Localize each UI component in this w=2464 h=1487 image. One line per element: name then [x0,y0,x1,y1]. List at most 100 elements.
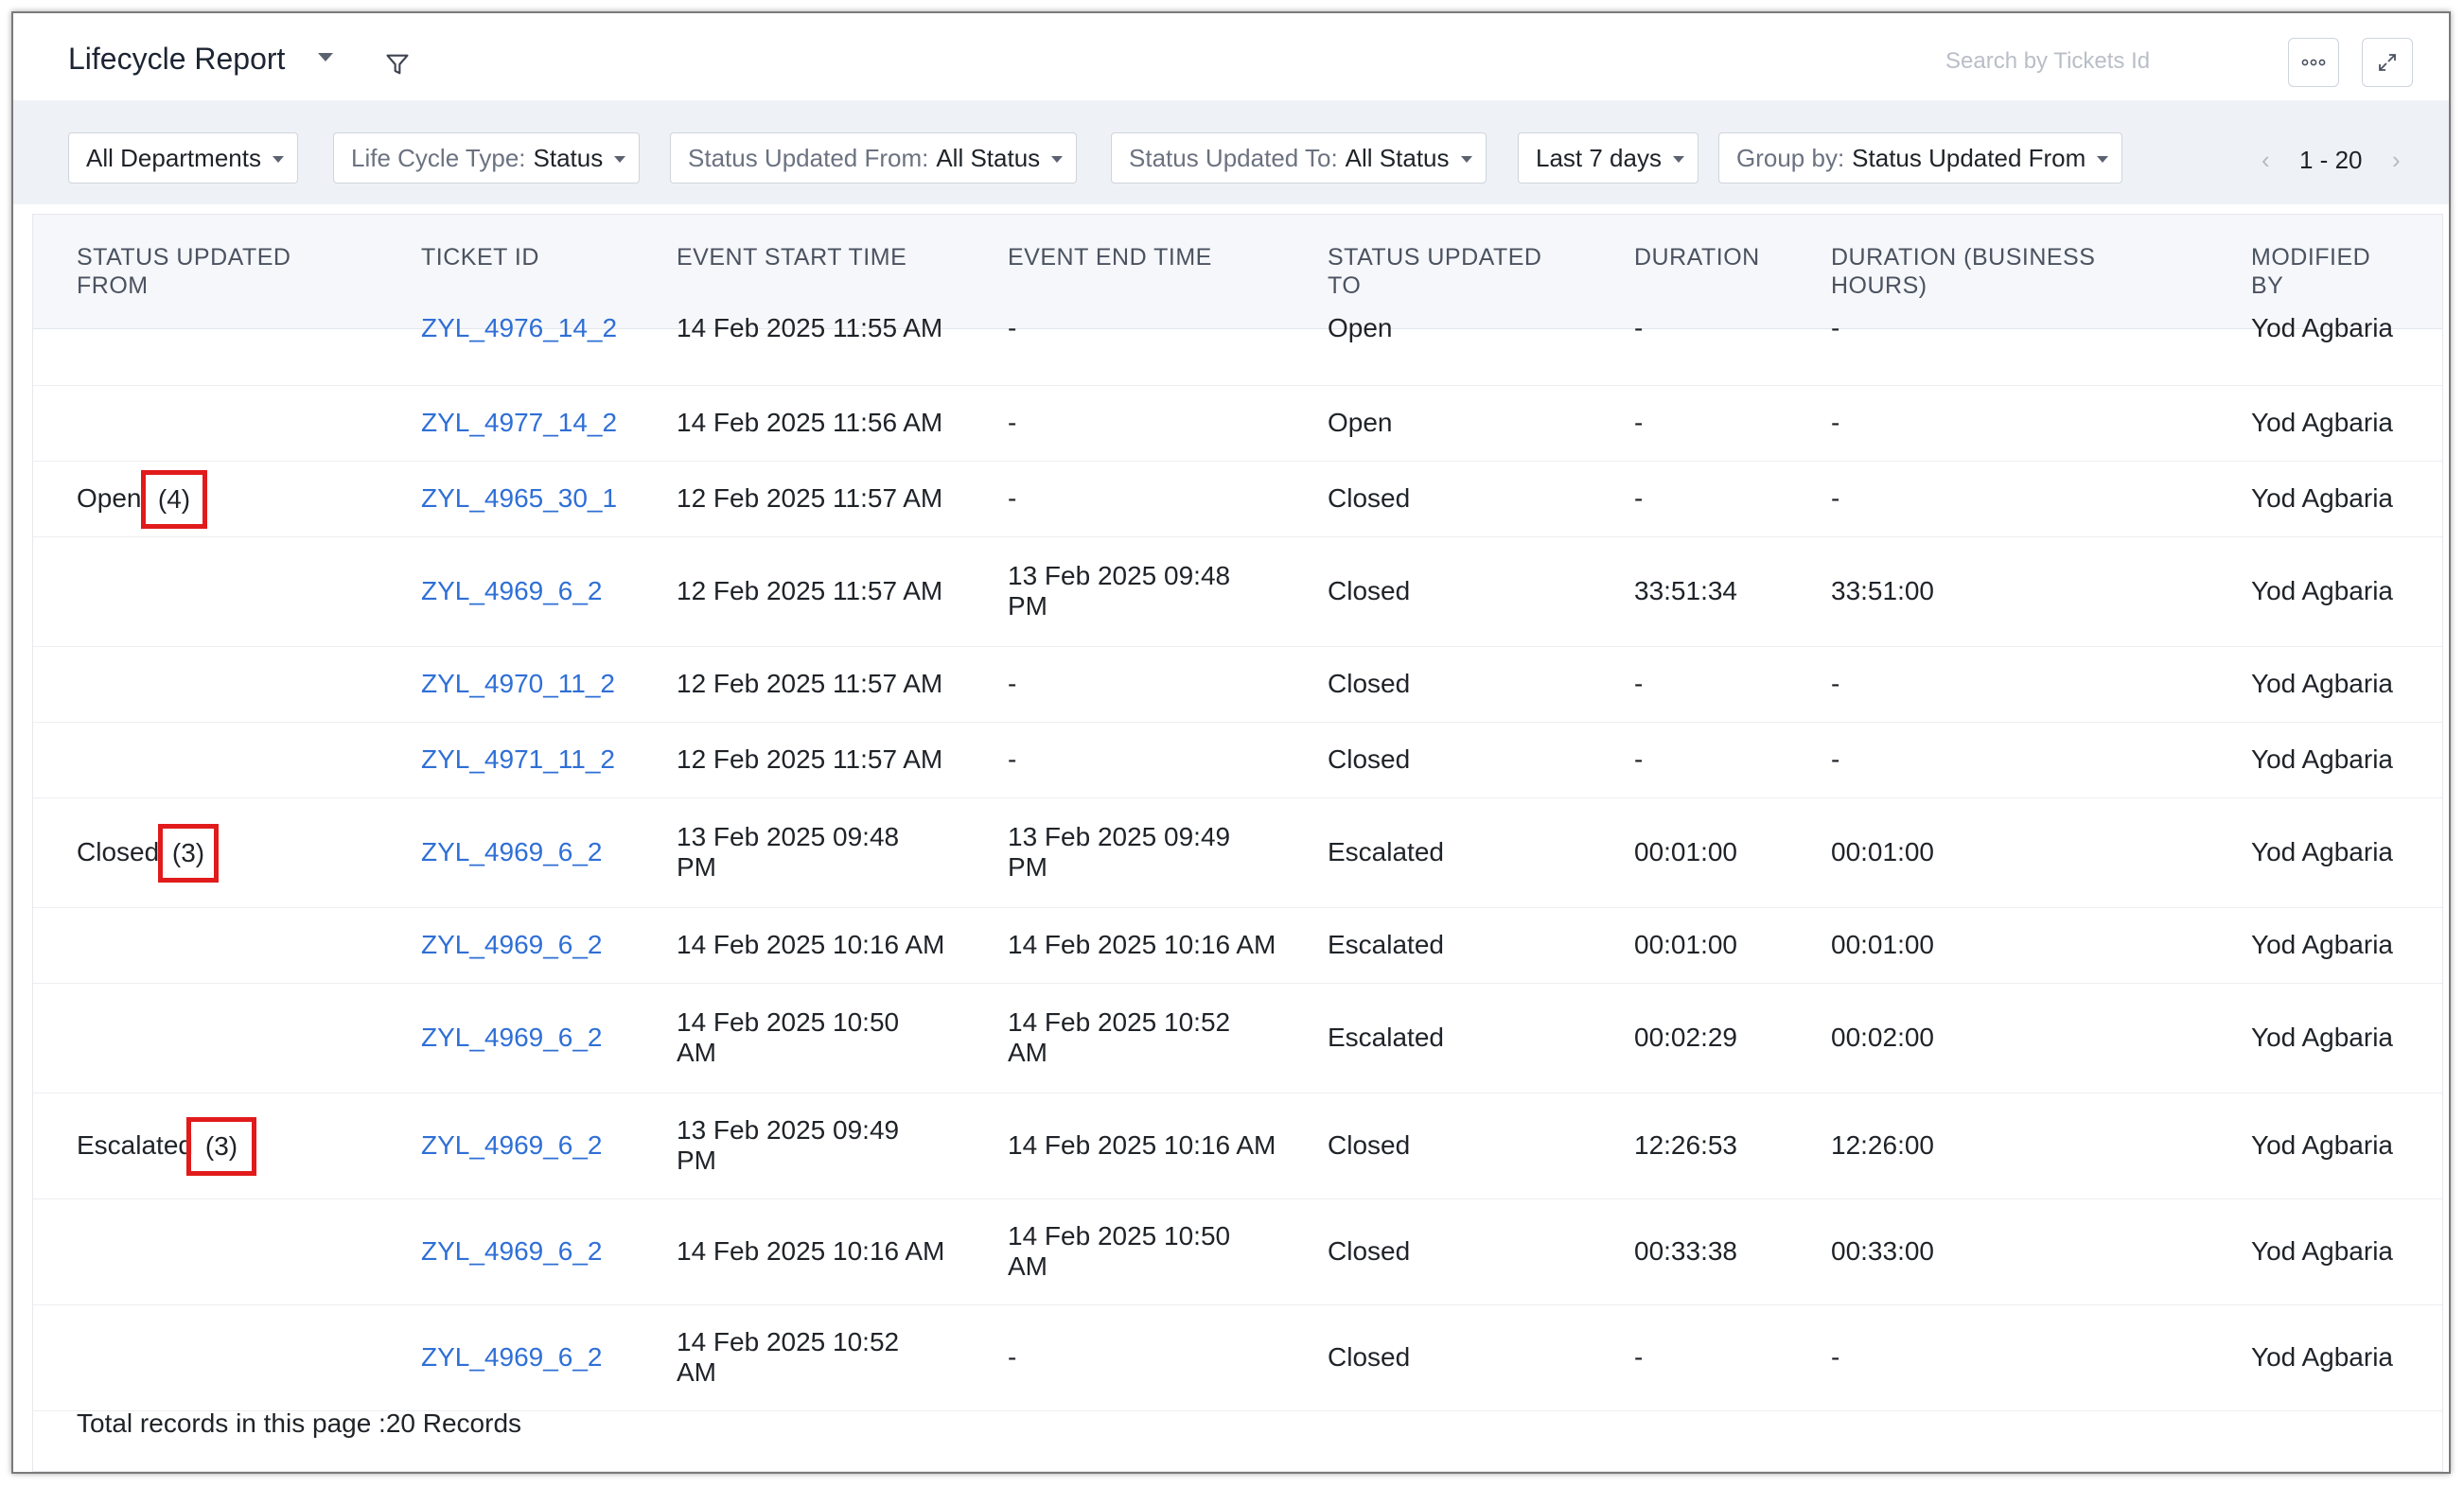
ticket-id-link[interactable]: ZYL_4969_6_2 [421,1342,603,1372]
expand-button[interactable] [2362,38,2413,87]
more-options-button[interactable] [2288,38,2339,87]
modified-by-cell: Yod Agbaria [2251,1236,2393,1266]
expand-icon [2379,54,2396,71]
table-row[interactable]: ZYL_4969_6_2 14 Feb 2025 10:50 AM 14 Feb 20… [33,983,2442,1093]
filter-bar: All Departments Life Cycle Type: Status … [13,100,2449,204]
column-header-modified-by[interactable]: MODIFIED BY [2251,243,2370,300]
chevron-right-icon[interactable]: › [2392,146,2401,174]
column-header-duration-business[interactable]: DURATION (BUSINESS HOURS) [1831,243,2095,300]
search-input[interactable] [1944,42,2231,81]
column-header-status-from[interactable]: STATUS UPDATED FROM [77,243,290,300]
filter-icon[interactable] [384,51,411,78]
ticket-id-link[interactable]: ZYL_4969_6_2 [421,837,603,866]
header-text: DURATION (BUSINESS [1831,244,2096,271]
table-row[interactable]: ZYL_4977_14_2 14 Feb 2025 11:56 AM - Open - -… [33,385,2442,462]
duration-business-cell: 33:51:00 [1831,576,1934,605]
event-end-cell-line1: - [1008,744,1017,774]
table-row[interactable]: Escalated (3) ZYL_4969_6_2 13 Feb 2025 09:4… [33,1093,2442,1199]
period-dropdown[interactable]: Last 7 days [1518,132,1698,184]
event-start-cell-line2: AM [677,1038,716,1067]
header-text: FROM [77,272,149,299]
column-header-ticket-id[interactable]: TICKET ID [421,244,539,271]
ticket-id-link[interactable]: ZYL_4971_11_2 [421,744,615,774]
duration-business-cell: 00:01:00 [1831,930,1934,959]
column-header-status-to[interactable]: STATUS UPDATED TO [1328,243,1541,300]
event-start-cell-line1: 12 Feb 2025 11:57 AM [677,744,943,774]
duration-business-cell: - [1831,408,1840,437]
event-end-cell: 14 Feb 2025 10:16 AM [1008,930,1276,960]
status-from-value: All Status [936,143,1041,172]
event-end-cell-line2: AM [1008,1251,1047,1281]
event-start-cell-line1: 12 Feb 2025 11:57 AM [677,576,943,605]
event-start-cell: 14 Feb 2025 11:55 AM [677,313,942,343]
report-header: Lifecycle Report [13,13,2449,101]
duration-cell: 00:02:29 [1634,1023,1737,1052]
event-start-cell: 14 Feb 2025 10:50 AM [677,1007,899,1068]
ticket-id-link[interactable]: ZYL_4976_14_2 [421,313,618,342]
column-header-duration[interactable]: DURATION [1634,244,1760,271]
modified-by-cell: Yod Agbaria [2251,1130,2393,1160]
status-from-label: Status Updated From: [688,143,929,172]
event-end-cell-line1: 14 Feb 2025 10:52 [1008,1007,1231,1037]
duration-cell: - [1634,669,1644,698]
ticket-id-link[interactable]: ZYL_4969_6_2 [421,930,603,959]
duration-cell: 00:01:00 [1634,837,1737,866]
ticket-id-link[interactable]: ZYL_4969_6_2 [421,1130,603,1160]
table-row[interactable]: Open (4) ZYL_4965_30_1 12 Feb 2025 11:57 AM… [33,461,2442,537]
table-row[interactable]: ZYL_4970_11_2 12 Feb 2025 11:57 AM - Closed… [33,646,2442,723]
event-end-cell-line2: PM [1008,852,1047,882]
ticket-id-link[interactable]: ZYL_4969_6_2 [421,1236,603,1266]
report-title[interactable]: Lifecycle Report [68,42,286,76]
chevron-down-icon [1460,156,1472,163]
event-start-cell-line1: 13 Feb 2025 09:49 [677,1115,900,1145]
ticket-id-link[interactable]: ZYL_4969_6_2 [421,576,603,605]
chevron-down-icon [272,156,284,163]
table-row[interactable]: Closed (3) ZYL_4969_6_2 13 Feb 2025 09:48 PM… [33,797,2442,908]
header-text: BY [2251,272,2284,299]
event-start-cell-line1: 14 Feb 2025 10:16 AM [677,930,945,959]
chevron-left-icon[interactable]: ‹ [2262,146,2270,174]
departments-value: All Departments [86,143,261,172]
chevron-down-icon[interactable] [318,53,333,61]
table-row[interactable]: ZYL_4969_6_2 14 Feb 2025 10:16 AM 14 Feb 2… [33,1198,2442,1305]
ticket-id-link[interactable]: ZYL_4965_30_1 [421,483,618,513]
status-to-cell: Escalated [1328,1023,1444,1052]
event-end-cell: 14 Feb 2025 10:50 AM [1008,1221,1230,1282]
table-row[interactable]: ZYL_4976_14_2 14 Feb 2025 11:55 AM - Open - -… [33,313,2442,386]
status-from-dropdown[interactable]: Status Updated From: All Status [670,132,1078,184]
table-row[interactable]: ZYL_4971_11_2 12 Feb 2025 11:57 AM - Closed… [33,722,2442,798]
status-to-cell: Closed [1328,483,1411,513]
event-start-cell-line1: 14 Feb 2025 11:56 AM [677,408,943,437]
duration-business-cell: - [1831,1342,1840,1372]
modified-by-cell: Yod Agbaria [2251,1023,2393,1052]
event-start-cell: 14 Feb 2025 10:16 AM [677,1236,944,1267]
table-row[interactable]: ZYL_4969_6_2 14 Feb 2025 10:16 AM 14 Feb 2… [33,907,2442,984]
ticket-id-link[interactable]: ZYL_4969_6_2 [421,1023,603,1052]
status-to-cell: Closed [1328,1130,1411,1160]
event-end-cell-line1: 14 Feb 2025 10:16 AM [1008,1130,1276,1160]
column-header-event-end[interactable]: EVENT END TIME [1008,244,1212,271]
chevron-down-icon [1051,156,1064,163]
status-to-dropdown[interactable]: Status Updated To: All Status [1111,132,1487,184]
duration-business-cell: - [1831,744,1840,774]
event-end-cell: 14 Feb 2025 10:52 AM [1008,1007,1230,1068]
event-start-cell: 12 Feb 2025 11:57 AM [677,483,942,514]
event-end-cell: 13 Feb 2025 09:48 PM [1008,561,1230,621]
duration-business-cell: - [1831,669,1840,698]
ticket-id-link[interactable]: ZYL_4977_14_2 [421,408,618,437]
page-range: 1 - 20 [2299,146,2363,174]
lifecycle-type-value: Status [533,143,604,172]
ticket-id-link[interactable]: ZYL_4970_11_2 [421,669,615,698]
duration-business-cell: 00:02:00 [1831,1023,1934,1052]
group-by-dropdown[interactable]: Group by: Status Updated From [1718,132,2123,184]
total-records-text: Total records in this page :20 Records [77,1408,522,1438]
column-header-event-start[interactable]: EVENT START TIME [677,244,907,271]
duration-business-cell: 00:33:00 [1831,1236,1934,1266]
event-end-cell: 13 Feb 2025 09:49 PM [1008,822,1230,883]
table-row[interactable]: ZYL_4969_6_2 14 Feb 2025 10:52 AM - Closed - -… [33,1304,2442,1411]
lifecycle-type-label: Life Cycle Type: [351,143,526,172]
lifecycle-type-dropdown[interactable]: Life Cycle Type: Status [333,132,641,184]
table-row[interactable]: ZYL_4969_6_2 12 Feb 2025 11:57 AM 13 Feb 2… [33,536,2442,647]
group-count-highlight: (4) [141,470,207,529]
departments-dropdown[interactable]: All Departments [68,132,298,184]
